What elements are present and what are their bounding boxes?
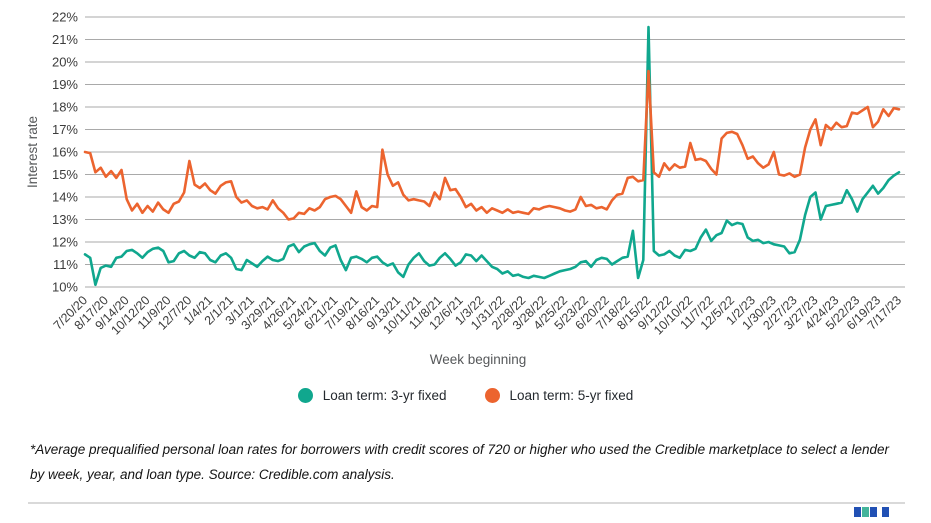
- y-tick-label: 17%: [52, 122, 78, 137]
- logo-bar-icon: [870, 507, 877, 517]
- y-tick-label: 13%: [52, 212, 78, 227]
- logo-bar-icon: [854, 507, 861, 517]
- legend-label-5yr: Loan term: 5-yr fixed: [509, 388, 634, 403]
- legend-item-3yr-fixed: Loan term: 3-yr fixed: [297, 388, 447, 403]
- series-lines: [83, 25, 901, 287]
- series-line-5yr: [83, 69, 901, 221]
- gridlines: [85, 16, 905, 288]
- y-tick-label: 11%: [53, 257, 78, 272]
- y-axis-title: Interest rate: [25, 116, 40, 188]
- x-axis-tick-labels: 7/20/208/17/209/14/2010/12/2011/9/2012/7…: [51, 293, 904, 337]
- legend-dot-3yr-icon: [297, 388, 313, 403]
- rates-line-chart: 22%21%20%19%18%17%16%15%14%13%12%11%10% …: [25, 10, 905, 367]
- y-tick-label: 16%: [52, 145, 78, 160]
- legend-dot-5yr-icon: [484, 388, 500, 403]
- x-axis-title: Week beginning: [430, 352, 527, 367]
- y-tick-label: 20%: [52, 55, 78, 70]
- y-tick-label: 19%: [52, 77, 78, 92]
- y-axis-tick-labels: 22% 21% 20% 19% 18% 17% 16% 15% 14% 13% 12% 11% 10%: [52, 10, 78, 295]
- footer-divider: [28, 502, 905, 504]
- y-tick-label: 18%: [52, 100, 78, 115]
- y-tick-label: 10%: [52, 280, 78, 295]
- footnote: *Average prequalified personal loan rate…: [30, 442, 889, 482]
- chart-legend: Loan term: 3-yr fixed Loan term: 5-yr fi…: [0, 388, 931, 403]
- y-tick-label: 22%: [52, 10, 78, 25]
- legend-label-3yr: Loan term: 3-yr fixed: [322, 388, 447, 403]
- logo-fragment-icon: [854, 507, 894, 523]
- logo-bar-icon: [882, 507, 889, 517]
- y-tick-label: 21%: [52, 32, 78, 47]
- y-tick-label: 12%: [52, 235, 78, 250]
- y-tick-label: 14%: [52, 190, 78, 205]
- y-tick-label: 15%: [52, 167, 78, 182]
- legend-item-5yr-fixed: Loan term: 5-yr fixed: [484, 388, 634, 403]
- logo-bar-icon: [862, 507, 869, 517]
- series-line-3yr: [83, 25, 901, 287]
